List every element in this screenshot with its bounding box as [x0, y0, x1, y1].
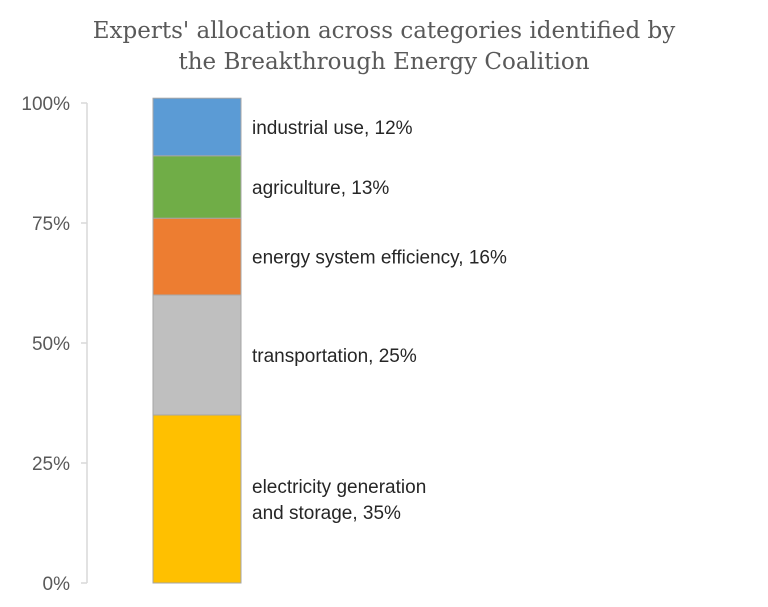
- segment-label: energy system efficiency, 16%: [252, 248, 507, 269]
- y-tick-label: 25%: [32, 454, 70, 475]
- bar-segment: [152, 155, 242, 219]
- y-tick-label: 100%: [21, 94, 70, 115]
- y-tick-label: 75%: [32, 214, 70, 235]
- segment-label-line: transportation, 25%: [252, 346, 417, 367]
- y-tick-label: 50%: [32, 334, 70, 355]
- chart-title-line-2: the Breakthrough Energy Coalition: [178, 49, 590, 75]
- segment-label-line: energy system efficiency, 16%: [252, 248, 507, 269]
- segment-label-line: electricity generation: [252, 477, 426, 498]
- segment-label: agriculture, 13%: [252, 178, 389, 199]
- segment-label: electricity generation and storage, 35%: [252, 477, 426, 524]
- segment-label-line: industrial use, 12%: [252, 118, 413, 139]
- segment-label-line: agriculture, 13%: [252, 178, 389, 199]
- segment-label: transportation, 25%: [252, 346, 417, 367]
- chart-title-line-1: Experts' allocation across categories id…: [92, 18, 676, 44]
- segment-label-line: and storage, 35%: [252, 503, 401, 524]
- bar-segment: [152, 97, 242, 157]
- bar-segment: [152, 217, 242, 296]
- chart-title: Experts' allocation across categories id…: [0, 16, 768, 78]
- segment-label: industrial use, 12%: [252, 118, 413, 139]
- bar-segment: [152, 414, 242, 584]
- y-tick-label: 0%: [43, 574, 71, 595]
- bar-segment: [152, 294, 242, 416]
